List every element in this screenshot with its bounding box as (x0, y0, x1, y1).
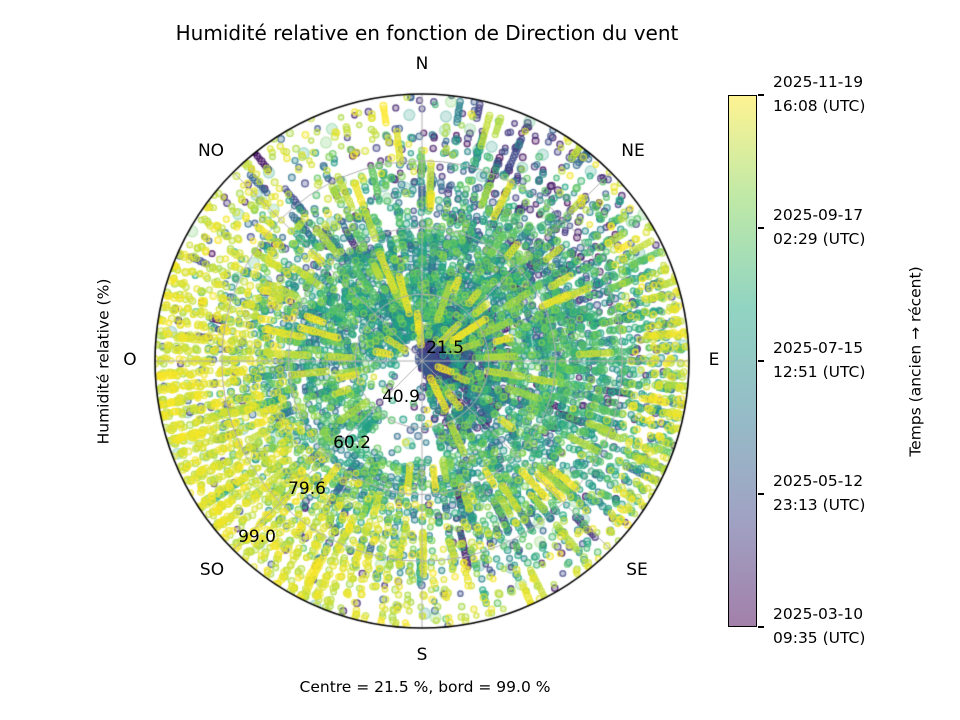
radial-tick-99-0: 99.0 (238, 527, 276, 547)
colorbar-tick-3 (758, 493, 764, 495)
chart-footnote: Centre = 21.5 %, bord = 99.0 % (299, 678, 551, 696)
direction-label-n: N (415, 54, 429, 74)
colorbar-ticklabel-3: 2025-05-12 23:13 (UTC) (773, 472, 866, 514)
colorbar-ticklabel-0: 2025-11-19 16:08 (UTC) (773, 73, 866, 115)
radial-axis-label: Humidité relative (%) (94, 278, 113, 445)
direction-label-o: O (123, 350, 137, 370)
direction-label-no: NO (197, 141, 225, 161)
colorbar-axis-label: Temps (ancien → récent) (906, 266, 925, 457)
colorbar-tick-0 (758, 94, 764, 96)
colorbar-tick-4 (758, 626, 764, 628)
radial-tick-60-2: 60.2 (333, 433, 371, 453)
colorbar-ticklabel-1: 2025-09-17 02:29 (UTC) (773, 206, 866, 248)
colorbar-ticklabel-4: 2025-03-10 09:35 (UTC) (773, 605, 866, 647)
radial-tick-21-5: 21.5 (426, 338, 464, 358)
radial-tick-40-9: 40.9 (382, 387, 420, 407)
colorbar-tick-1 (758, 227, 764, 229)
direction-label-s: S (416, 645, 428, 665)
colorbar-tick-2 (758, 360, 764, 362)
direction-label-e: E (708, 350, 720, 370)
colorbar-ticklabel-2: 2025-07-15 12:51 (UTC) (773, 339, 866, 381)
direction-label-so: SO (199, 560, 225, 580)
chart-title: Humidité relative en fonction de Directi… (175, 21, 679, 45)
direction-label-ne: NE (621, 141, 645, 161)
radial-tick-79-6: 79.6 (288, 479, 326, 499)
direction-label-se: SE (626, 560, 648, 580)
colorbar-gradient (728, 95, 757, 627)
